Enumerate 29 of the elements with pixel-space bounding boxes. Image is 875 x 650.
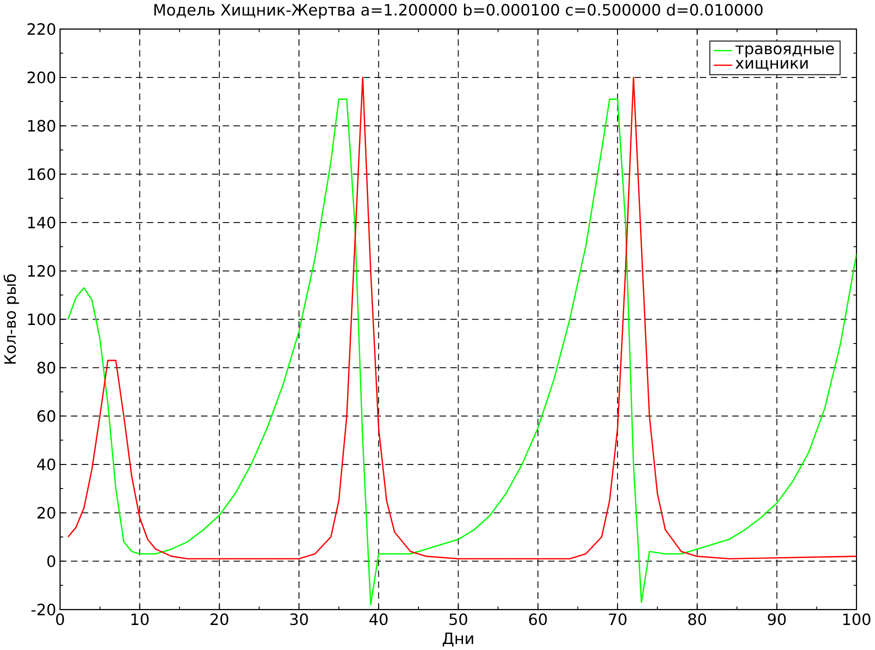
y-tick-label: 0	[47, 555, 56, 568]
x-tick-label: 70	[608, 613, 626, 626]
y-tick-label: 220	[28, 23, 56, 35]
x-tick-label: 60	[529, 613, 547, 626]
y-tick-label: 80	[37, 362, 56, 374]
y-tick-label: 120	[28, 264, 56, 277]
chart-title: Модель Хищник-Жертва a=1.200000 b=0.000100 c=0.500000 d=0.010000	[154, 4, 763, 19]
x-tick-label: 20	[210, 613, 228, 626]
y-tick-label: 180	[28, 120, 56, 132]
legend-label: хищники	[736, 60, 808, 71]
y-tick-label: 140	[28, 216, 56, 228]
x-tick-label: 100	[843, 613, 870, 626]
x-tick-label: 90	[768, 613, 786, 626]
x-tick-label: 30	[290, 613, 308, 626]
y-tick-label: 200	[28, 71, 56, 84]
x-tick-label: 50	[450, 613, 468, 626]
y-tick-label: 60	[37, 410, 56, 422]
y-tick-label: -20	[32, 604, 56, 616]
y-tick-label: 20	[38, 506, 56, 519]
x-tick-label: 40	[369, 613, 388, 626]
y-tick-label: 160	[28, 168, 56, 180]
x-axis-title: Дни	[442, 632, 474, 646]
y-tick-label: 100	[28, 313, 56, 326]
y-tick-label: 40	[37, 458, 56, 470]
x-tick-label: 80	[688, 613, 706, 626]
legend-label: травоядные	[736, 45, 834, 58]
x-tick-label: 10	[131, 613, 149, 626]
x-tick-label: 0	[56, 613, 64, 626]
y-axis-title: Кол-во рыб	[4, 274, 19, 364]
